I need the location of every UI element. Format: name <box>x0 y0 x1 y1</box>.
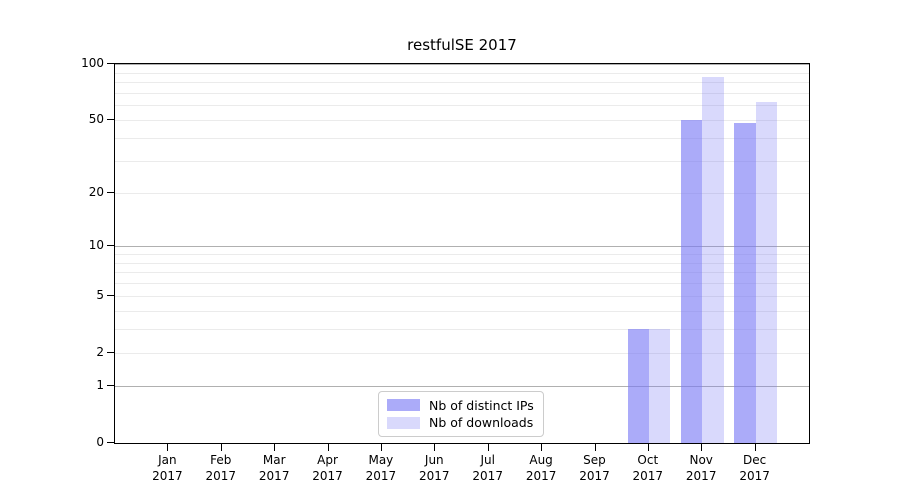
y-tick-label-20: 20 <box>88 185 104 199</box>
y-tick-1 <box>107 385 114 387</box>
gridline-minor-2 <box>115 352 809 354</box>
bar-distinct-ips-oct <box>627 329 649 443</box>
x-tick-label-jan: Jan 2017 <box>152 452 183 484</box>
x-tick-year: 2017 <box>312 469 343 483</box>
x-tick-year: 2017 <box>365 469 397 483</box>
x-tick-dec <box>754 444 756 451</box>
x-tick-year: 2017 <box>632 469 664 483</box>
x-tick-label-aug: Aug 2017 <box>526 452 557 484</box>
x-tick-apr <box>327 444 329 451</box>
bar-downloads-dec <box>755 101 777 443</box>
legend-label-downloads: Nb of downloads <box>429 415 534 431</box>
gridline-major-100 <box>115 64 809 65</box>
x-tick-nov <box>701 444 703 451</box>
legend: Nb of distinct IPs Nb of downloads <box>378 391 544 437</box>
x-tick-month: Oct <box>637 453 659 467</box>
y-tick-50 <box>107 119 114 121</box>
x-tick-label-apr: Apr 2017 <box>312 452 343 484</box>
x-tick-label-sep: Sep 2017 <box>579 452 610 484</box>
gridline-minor-20 <box>115 193 809 194</box>
x-tick-month: May <box>368 453 394 467</box>
gridline-minor-6 <box>115 283 809 285</box>
y-tick-label-10: 10 <box>88 238 104 253</box>
chart-title: restfulSE 2017 <box>407 36 517 54</box>
x-tick-jul <box>487 444 489 451</box>
y-tick-20 <box>107 192 114 193</box>
x-tick-month: Dec <box>742 453 767 467</box>
gridline-minor-5 <box>115 295 809 297</box>
y-tick-10 <box>107 245 114 247</box>
x-tick-month: Feb <box>210 453 232 467</box>
y-tick-label-1: 1 <box>96 378 104 393</box>
x-tick-label-feb: Feb 2017 <box>206 452 237 484</box>
x-tick-label-jul: Jul 2017 <box>472 452 503 484</box>
gridline-minor-4 <box>115 310 809 312</box>
x-tick-year: 2017 <box>525 469 557 483</box>
y-tick-label-0: 0 <box>96 435 104 449</box>
x-tick-year: 2017 <box>258 469 290 483</box>
y-tick-label-100: 100 <box>81 56 104 70</box>
x-tick-year: 2017 <box>685 469 717 483</box>
gridline-minor-30 <box>115 161 809 162</box>
x-tick-label-oct: Oct 2017 <box>633 452 664 484</box>
y-tick-100 <box>107 63 114 64</box>
x-tick-label-dec: Dec 2017 <box>739 452 770 484</box>
x-tick-feb <box>220 444 222 451</box>
legend-swatch-downloads-icon <box>387 416 420 429</box>
y-tick-2 <box>107 351 114 353</box>
x-tick-month: Apr <box>317 453 338 467</box>
gridline-minor-90 <box>115 72 809 74</box>
gridline-minor-70 <box>115 92 809 94</box>
bar-downloads-oct <box>648 329 671 443</box>
x-tick-year: 2017 <box>739 469 770 483</box>
x-tick-month: Nov <box>689 453 713 467</box>
gridline-minor-60 <box>115 105 809 107</box>
gridline-minor-50 <box>115 120 809 122</box>
y-tick-label-50: 50 <box>88 112 104 127</box>
x-tick-label-may: May 2017 <box>366 452 397 484</box>
legend-item-downloads: Nb of downloads <box>387 415 534 430</box>
gridline-major-10 <box>115 246 809 248</box>
x-tick-label-nov: Nov 2017 <box>686 452 717 484</box>
x-tick-month: Jan <box>158 453 177 467</box>
x-tick-jun <box>434 444 436 451</box>
gridline-minor-80 <box>115 82 809 84</box>
y-tick-label-5: 5 <box>96 287 104 302</box>
gridline-minor-9 <box>115 253 809 255</box>
x-tick-year: 2017 <box>472 469 503 483</box>
plot-area <box>114 63 810 444</box>
legend-label-distinct-ips: Nb of distinct IPs <box>429 397 534 413</box>
gridline-minor-40 <box>115 138 809 139</box>
legend-item-distinct-ips: Nb of distinct IPs <box>387 398 534 413</box>
x-tick-aug <box>541 444 543 451</box>
x-tick-jan <box>167 444 169 451</box>
x-tick-label-jun: Jun 2017 <box>419 452 450 484</box>
bar-downloads-nov <box>702 77 724 443</box>
x-tick-year: 2017 <box>205 469 237 483</box>
y-tick-5 <box>107 294 114 296</box>
y-tick-0 <box>107 442 114 443</box>
legend-swatch-distinct-ips-icon <box>387 399 420 412</box>
x-tick-mar <box>274 444 276 451</box>
x-tick-month: Jul <box>480 453 495 467</box>
bar-distinct-ips-dec <box>734 123 756 443</box>
x-tick-may <box>380 444 382 451</box>
gridline-major-1 <box>115 386 809 388</box>
x-tick-oct <box>647 444 649 451</box>
x-tick-label-mar: Mar 2017 <box>259 452 290 484</box>
x-tick-month: Aug <box>529 453 553 467</box>
x-tick-sep <box>594 444 596 451</box>
x-tick-month: Jun <box>424 453 444 467</box>
y-tick-label-2: 2 <box>96 344 104 359</box>
gridline-minor-7 <box>115 272 809 274</box>
x-tick-year: 2017 <box>579 469 610 483</box>
bar-distinct-ips-nov <box>680 120 703 443</box>
x-tick-month: Mar <box>262 453 286 467</box>
gridline-minor-8 <box>115 262 809 264</box>
x-tick-year: 2017 <box>419 469 450 483</box>
gridline-minor-3 <box>115 329 809 331</box>
x-tick-month: Sep <box>583 453 606 467</box>
x-tick-year: 2017 <box>152 469 183 483</box>
